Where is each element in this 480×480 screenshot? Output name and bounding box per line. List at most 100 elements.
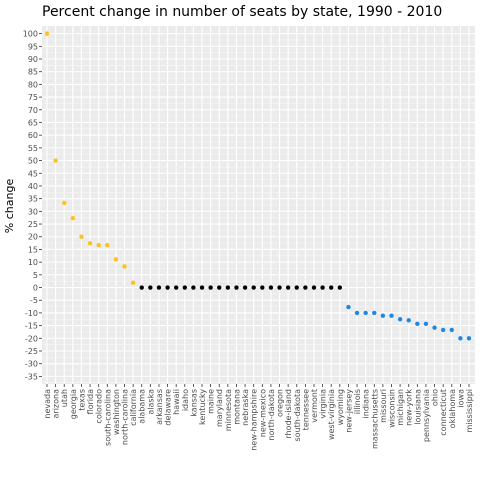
x-tick-label: montana [232, 389, 241, 425]
y-tick-label: 55 [28, 144, 38, 153]
x-tick-label: idaho [181, 389, 190, 411]
point-minnesota [225, 285, 231, 290]
chart-title: Percent change in number of seats by sta… [42, 4, 442, 20]
gridlines [42, 26, 475, 384]
point-oregon [277, 285, 282, 290]
x-tick-label: pennsylvania [422, 389, 431, 442]
point-kentucky [199, 285, 205, 290]
x-tick-label: arizona [52, 389, 61, 419]
x-tick-label: iowa [456, 389, 465, 408]
point-louisiana [415, 321, 420, 327]
x-tick-label: virginia [319, 389, 328, 419]
x-tick-label: minnesota [224, 389, 233, 431]
x-tick-label: washington [112, 389, 121, 435]
x-tick-label: ohio [431, 389, 440, 406]
point-oklahoma [449, 327, 454, 333]
point-pennsylvania [423, 321, 429, 327]
point-rhode-island [285, 285, 291, 290]
y-tick-label: 60 [28, 131, 38, 140]
point-missouri [380, 313, 386, 318]
x-tick-label: new-hampshire [250, 389, 259, 451]
point-ohio [432, 325, 437, 330]
y-tick-label: 25 [28, 220, 38, 229]
point-kansas [191, 285, 196, 290]
y-tick-label: -10 [25, 309, 38, 318]
x-tick-label: south-carolina [103, 389, 112, 446]
x-tick-label: louisiana [413, 389, 422, 425]
x-tick-label: mississippi [465, 389, 474, 433]
y-tick-label: 30 [28, 207, 38, 216]
point-new-york [406, 318, 411, 323]
point-california [130, 280, 136, 285]
x-tick-label: wyoming [336, 389, 345, 425]
point-nevada [44, 31, 50, 36]
point-connecticut [440, 327, 446, 333]
point-tennessee [303, 285, 308, 290]
point-wyoming [337, 285, 343, 290]
point-michigan [397, 317, 403, 322]
y-tick-label: 45 [28, 169, 38, 178]
point-south-carolina [105, 242, 110, 248]
x-tick-label: oklahoma [448, 389, 457, 428]
point-new-mexico [260, 285, 265, 290]
y-tick-label: 50 [28, 157, 38, 166]
point-illinois [354, 310, 360, 316]
y-tick-label: 20 [28, 233, 38, 242]
x-tick-label: vermont [310, 389, 319, 423]
y-tick-label: -20 [25, 334, 38, 343]
point-massachusetts [372, 310, 377, 316]
x-tick-label: new-jersey [344, 389, 353, 433]
x-tick-label: north-dakota [267, 389, 276, 441]
x-tick-label: california [129, 389, 138, 426]
point-arkansas [156, 285, 162, 290]
x-tick-label: nebraska [241, 389, 250, 426]
x-tick-label: illinois [353, 389, 362, 414]
y-tick-label: -35 [25, 372, 38, 381]
y-tick-label: 15 [28, 245, 38, 254]
x-tick-label: utah [60, 389, 69, 407]
x-tick-label: maryland [215, 389, 224, 427]
point-maine [208, 285, 213, 290]
point-alaska [148, 285, 153, 290]
x-tick-label: missouri [379, 389, 388, 423]
point-alabama [139, 285, 144, 290]
y-tick-label: -5 [30, 296, 38, 305]
y-tick-label: 70 [28, 106, 38, 115]
x-tick-label: kentucky [198, 389, 207, 425]
point-north-dakota [268, 285, 274, 290]
x-tick-label: delaware [164, 389, 173, 426]
x-tick-label: wisconsin [387, 389, 396, 428]
y-tick-label: 100 [23, 30, 38, 39]
x-ticks: nevada arizona utah georgia texas florida colo… [43, 384, 474, 451]
x-tick-label: north-carolina [121, 389, 130, 445]
y-tick-label: 65 [28, 118, 38, 127]
point-florida [87, 241, 93, 246]
x-tick-label: south-dakota [293, 389, 302, 442]
y-tick-label: 90 [28, 55, 38, 64]
point-new-jersey [346, 304, 351, 310]
point-idaho [182, 285, 187, 290]
y-axis-label: % change [3, 179, 16, 234]
x-tick-label: alaska [146, 389, 155, 415]
y-tick-label: 35 [28, 195, 38, 204]
y-tick-label: 95 [28, 42, 38, 51]
point-indiana [363, 310, 368, 316]
point-virginia [320, 285, 325, 290]
x-tick-label: arkansas [155, 389, 164, 425]
data-points [44, 31, 472, 341]
x-tick-label: nevada [43, 389, 52, 419]
point-maryland [217, 285, 222, 290]
point-west-virginia [329, 285, 334, 290]
point-north-carolina [122, 264, 127, 269]
y-tick-label: 10 [28, 258, 38, 267]
point-delaware [165, 285, 170, 290]
x-tick-label: connecticut [439, 389, 448, 436]
x-tick-label: massachusetts [370, 389, 379, 449]
y-ticks: 1009590858075706560555045403530252015105… [23, 30, 42, 381]
point-arizona [53, 158, 58, 163]
x-tick-label: alabama [138, 389, 147, 424]
x-tick-label: michigan [396, 389, 405, 426]
point-washington [113, 257, 119, 262]
x-tick-label: kansas [189, 389, 198, 417]
